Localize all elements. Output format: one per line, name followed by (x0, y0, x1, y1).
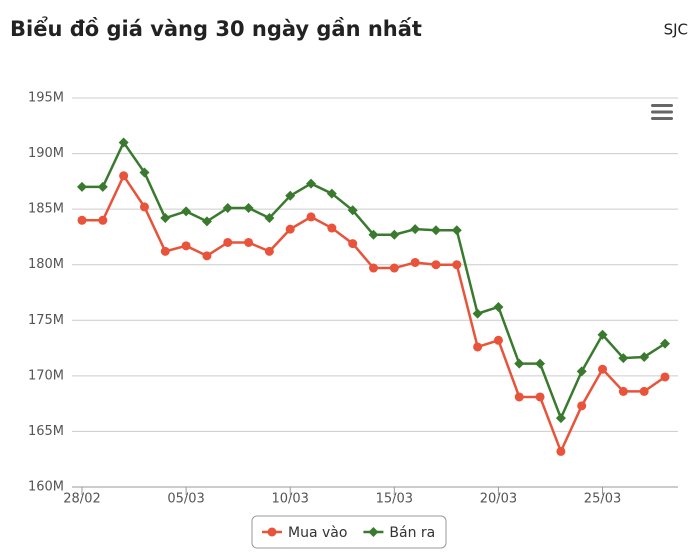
point (660, 338, 670, 349)
point (493, 301, 504, 312)
point (139, 167, 150, 178)
point (555, 413, 566, 424)
x-tick-label: 28/02 (63, 492, 100, 507)
point (119, 171, 129, 181)
point (389, 263, 399, 273)
series-line (82, 139, 666, 422)
legend-marker (267, 527, 277, 537)
point (597, 329, 608, 340)
y-tick-label: 195M (28, 91, 64, 106)
point (410, 224, 421, 235)
y-tick-label: 165M (28, 424, 64, 439)
point (160, 213, 171, 224)
point (535, 358, 546, 369)
point (493, 335, 503, 345)
legend-marker (368, 527, 379, 537)
menu-button[interactable] (646, 100, 678, 124)
point (473, 342, 483, 352)
y-tick-label: 190M (28, 146, 64, 161)
y-tick-label: 175M (28, 313, 64, 328)
point (181, 206, 192, 217)
point (576, 366, 587, 377)
x-tick-label: 25/03 (584, 492, 621, 507)
point (556, 446, 566, 456)
point (660, 372, 670, 382)
menu-bar (651, 117, 673, 120)
source-label: SJC (664, 21, 688, 39)
point (97, 181, 108, 192)
point (77, 215, 87, 225)
point (181, 241, 191, 251)
legend-label: Mua vào (288, 525, 347, 541)
point (160, 246, 170, 256)
point (202, 251, 212, 261)
point (389, 229, 400, 240)
x-tick-label: 05/03 (167, 492, 204, 507)
point (98, 215, 108, 225)
y-tick-label: 160M (28, 480, 64, 495)
point (327, 223, 337, 233)
point (243, 203, 254, 214)
point (326, 188, 337, 199)
x-tick-label: 15/03 (376, 492, 413, 507)
point (306, 212, 316, 222)
point (264, 213, 275, 224)
point (452, 260, 462, 270)
point (139, 202, 149, 212)
point (306, 178, 317, 189)
point (369, 263, 378, 273)
point (222, 203, 233, 214)
point (77, 181, 87, 192)
point (514, 358, 525, 369)
point (347, 205, 358, 216)
chart-title: Biểu đồ giá vàng 30 ngày gần nhất (10, 16, 422, 41)
point (472, 308, 483, 319)
point (639, 351, 650, 362)
legend-box (251, 515, 447, 549)
point (223, 237, 233, 247)
point (535, 392, 545, 402)
point (577, 401, 587, 411)
point (618, 386, 628, 396)
y-tick-label: 185M (28, 202, 64, 217)
point (451, 225, 462, 236)
point (410, 257, 420, 267)
y-tick-label: 170M (28, 368, 64, 383)
x-tick-label: 20/03 (480, 492, 517, 507)
menu-bar (651, 104, 673, 107)
point (368, 229, 379, 240)
point (598, 364, 608, 374)
point (348, 239, 358, 249)
point (201, 216, 212, 227)
x-tick-label: 10/03 (271, 492, 308, 507)
point (285, 224, 295, 234)
point (618, 353, 629, 364)
menu-bar (651, 110, 673, 114)
point (285, 190, 296, 201)
point (639, 386, 649, 396)
point (514, 392, 524, 402)
point (264, 246, 274, 256)
point (244, 237, 254, 247)
y-tick-label: 180M (28, 257, 64, 272)
point (431, 260, 441, 270)
legend-label: Bán ra (389, 525, 435, 541)
point (118, 137, 129, 148)
point (430, 225, 441, 236)
